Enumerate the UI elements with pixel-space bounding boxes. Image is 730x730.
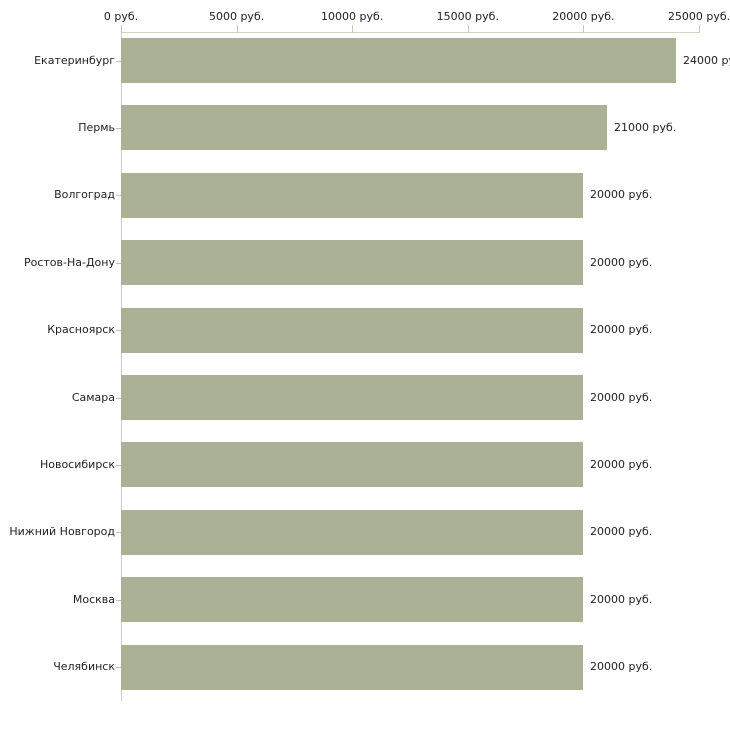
- x-axis-tick: [699, 25, 700, 33]
- value-label: 20000 руб.: [590, 323, 653, 337]
- x-axis-tick: [583, 25, 585, 33]
- category-label: Ростов-На-Дону: [23, 255, 115, 269]
- y-axis-tick: [116, 464, 121, 466]
- x-axis-tick: [236, 25, 238, 33]
- y-axis-line: [121, 32, 122, 701]
- category-label: Нижний Новгород: [9, 525, 115, 539]
- bar: [121, 375, 583, 420]
- x-axis-tick-label: 0 руб.: [103, 10, 139, 23]
- bar: [121, 240, 583, 286]
- category-label: Москва: [72, 592, 115, 606]
- y-axis-tick: [116, 262, 121, 264]
- x-axis-tick-label: 10000 руб.: [321, 10, 384, 23]
- value-label: 21000 руб.: [614, 120, 677, 134]
- category-label: Красноярск: [47, 323, 115, 337]
- value-label: 20000 руб.: [590, 255, 653, 269]
- bar: [121, 38, 676, 83]
- category-label: Челябинск: [53, 660, 115, 674]
- x-axis-line: [121, 32, 699, 33]
- bar: [121, 307, 583, 353]
- bar: [121, 577, 583, 623]
- category-label: Екатеринбург: [34, 53, 115, 67]
- bar: [121, 105, 607, 151]
- bar: [121, 644, 583, 690]
- bar: [121, 172, 583, 218]
- x-axis-tick: [352, 25, 354, 33]
- value-label: 20000 руб.: [590, 188, 653, 202]
- x-axis-tick-label: 15000 руб.: [436, 10, 499, 23]
- x-axis-tick-label: 20000 руб.: [552, 10, 615, 23]
- category-label: Новосибирск: [39, 457, 115, 471]
- y-axis-tick: [116, 532, 121, 534]
- y-axis-tick: [116, 330, 121, 332]
- value-label: 20000 руб.: [590, 525, 653, 539]
- x-axis-tick: [467, 25, 469, 33]
- value-label: 24000 руб.: [683, 53, 730, 67]
- y-axis-tick: [116, 667, 121, 669]
- value-label: 20000 руб.: [590, 592, 653, 606]
- category-label: Пермь: [78, 120, 115, 134]
- bar: [121, 442, 583, 488]
- value-label: 20000 руб.: [590, 660, 653, 674]
- value-label: 20000 руб.: [590, 457, 653, 471]
- y-axis-tick: [116, 195, 121, 197]
- category-label: Волгоград: [54, 188, 115, 202]
- x-axis-tick-label: 5000 руб.: [208, 10, 265, 23]
- y-axis-tick: [116, 397, 121, 399]
- x-axis-tick-label: 25000 руб.: [667, 10, 730, 23]
- bar: [121, 509, 583, 555]
- y-axis-tick: [116, 599, 121, 601]
- y-axis-tick: [116, 127, 121, 129]
- y-axis-tick: [116, 60, 121, 62]
- category-label: Самара: [71, 390, 115, 404]
- value-label: 20000 руб.: [590, 390, 653, 404]
- x-axis-tick: [121, 25, 122, 33]
